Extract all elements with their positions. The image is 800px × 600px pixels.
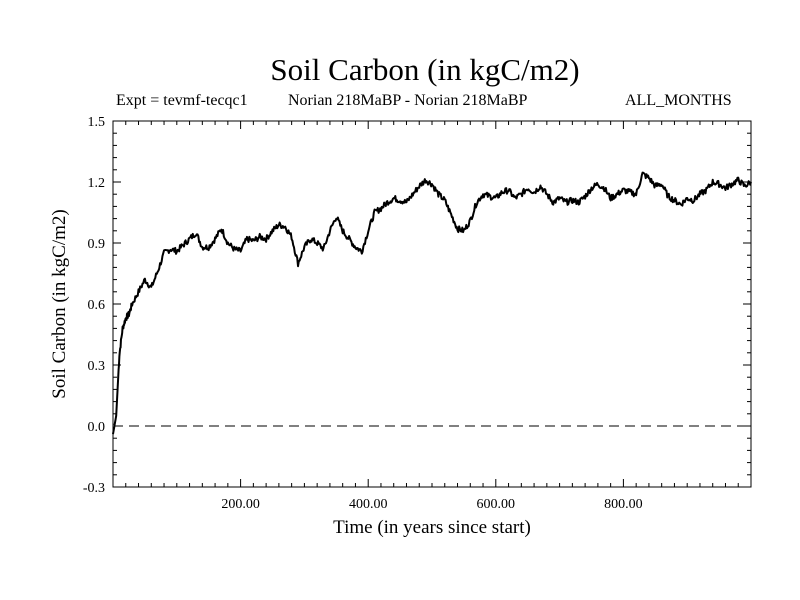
- x-tick-label: 400.00: [349, 497, 388, 512]
- y-tick-label: 1.5: [88, 115, 106, 130]
- tick-marks: [113, 121, 751, 487]
- y-tick-label: -0.3: [83, 481, 105, 496]
- soil-carbon-series-line: [112, 171, 752, 435]
- experiment-label: Expt = tevmf-tecqc1: [116, 92, 248, 109]
- comparison-label: Norian 218MaBP - Norian 218MaBP: [288, 92, 528, 109]
- x-tick-label: 200.00: [221, 497, 260, 512]
- chart-title: Soil Carbon (in kgC/m2): [270, 52, 580, 87]
- y-tick-label: 0.3: [88, 359, 106, 374]
- y-axis-label: Soil Carbon (in kgC/m2): [49, 209, 70, 398]
- x-tick-label: 600.00: [477, 497, 516, 512]
- y-tick-label: 1.2: [88, 176, 106, 191]
- x-axis-label: Time (in years since start): [333, 517, 531, 538]
- y-tick-label: 0.6: [88, 298, 106, 313]
- tick-labels: 200.00 400.00 600.00 800.00 -0.3 0.0 0.3 0.6 0.9…: [83, 115, 643, 512]
- x-tick-label: 800.00: [604, 497, 643, 512]
- series-lines: [112, 171, 752, 435]
- plot-frame: [112, 120, 752, 488]
- y-tick-label: 0.0: [88, 420, 106, 435]
- y-tick-label: 0.9: [88, 237, 106, 252]
- period-label: ALL_MONTHS: [625, 92, 732, 109]
